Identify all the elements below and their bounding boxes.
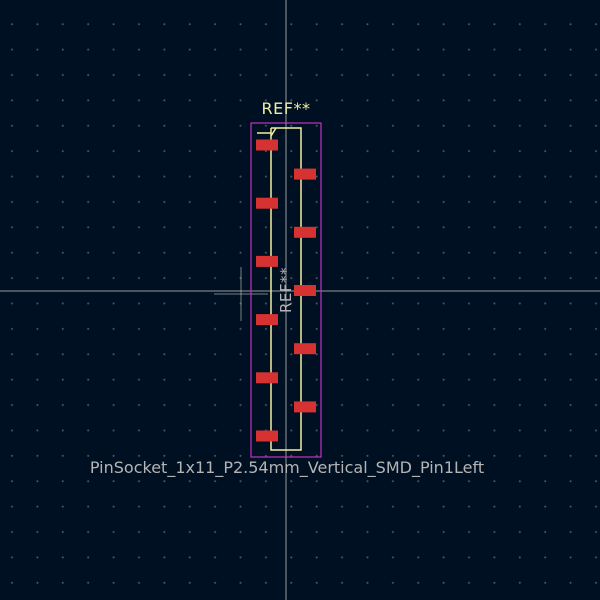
pad-10[interactable] [294,401,316,413]
pad-5[interactable] [256,255,278,267]
pad-9[interactable] [256,372,278,384]
pad-6[interactable] [294,285,316,296]
footprint-value-text[interactable]: PinSocket_1x11_P2.54mm_Vertical_SMD_Pin1… [89,458,485,477]
silkscreen-pin1-chamfer [270,127,277,137]
pad-2[interactable] [294,168,316,180]
pad-1[interactable] [256,139,278,151]
courtyard-outline [250,122,322,458]
pad-7[interactable] [256,314,278,326]
reference-designator-fab[interactable]: REF** [277,266,295,314]
reference-designator-silk[interactable]: REF** [261,99,311,118]
pad-4[interactable] [294,226,316,238]
pad-8[interactable] [294,343,316,355]
pad-11[interactable] [256,430,278,442]
silkscreen-outline [270,127,302,451]
pad-3[interactable] [256,197,278,209]
